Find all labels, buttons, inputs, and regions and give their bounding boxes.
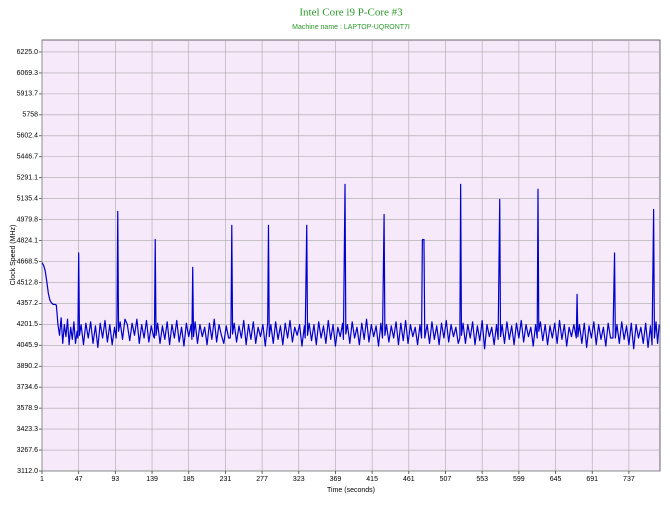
x-tick-label: 553 [476,476,488,483]
x-axis-label: Time (seconds) [327,487,375,494]
x-tick-label: 231 [220,476,232,483]
y-tick-label: 4668.5 [17,258,39,265]
x-tick-label: 691 [586,476,598,483]
y-tick-label: 4357.2 [17,300,39,307]
y-tick-label: 4979.8 [17,216,39,223]
y-tick-label: 3112.0 [17,468,38,475]
y-tick-label: 5446.7 [17,154,39,161]
x-tick-label: 185 [183,476,195,483]
y-tick-label: 6225.0 [17,49,39,56]
y-tick-label: 5602.4 [17,133,39,140]
x-tick-label: 737 [623,476,635,483]
plot-area [41,39,661,472]
y-tick-label: 5135.4 [17,195,39,202]
x-tick-label: 507 [440,476,452,483]
y-tick-label: 3578.9 [17,405,39,412]
x-tick-label: 415 [366,476,378,483]
y-tick-label: 3267.6 [17,447,39,454]
x-tick-label: 93 [111,476,119,483]
y-tick-label: 5291.1 [17,175,39,182]
y-tick-label: 5913.7 [17,91,39,98]
x-tick-label: 277 [256,476,268,483]
y-tick-label: 4201.5 [17,321,39,328]
x-tick-label: 323 [293,476,305,483]
x-tick-label: 47 [75,476,83,483]
data-line [41,183,660,350]
x-tick-label: 461 [403,476,415,483]
chart-title: Intel Core i9 P-Core #3 [299,7,403,19]
y-tick-label: 3734.6 [17,384,39,391]
y-tick-label: 4512.8 [17,279,39,286]
y-tick-label: 4045.9 [17,342,39,349]
y-axis-label: Clock Speed (MHz) [10,225,17,286]
x-tick-label: 139 [146,476,158,483]
y-tick-label: 3423.3 [17,426,39,433]
y-tick-label: 6069.3 [17,70,39,77]
x-tick-label: 1 [40,476,44,483]
y-tick-label: 4824.1 [17,237,39,244]
x-tick-label: 599 [513,476,525,483]
x-tick-label: 645 [550,476,562,483]
x-tick-label: 369 [330,476,342,483]
y-tick-label: 3890.2 [17,363,39,370]
y-tick-label: 5758 [22,112,38,119]
chart-subtitle: Machine name : LAPTOP-UQRONT7I [292,24,410,31]
